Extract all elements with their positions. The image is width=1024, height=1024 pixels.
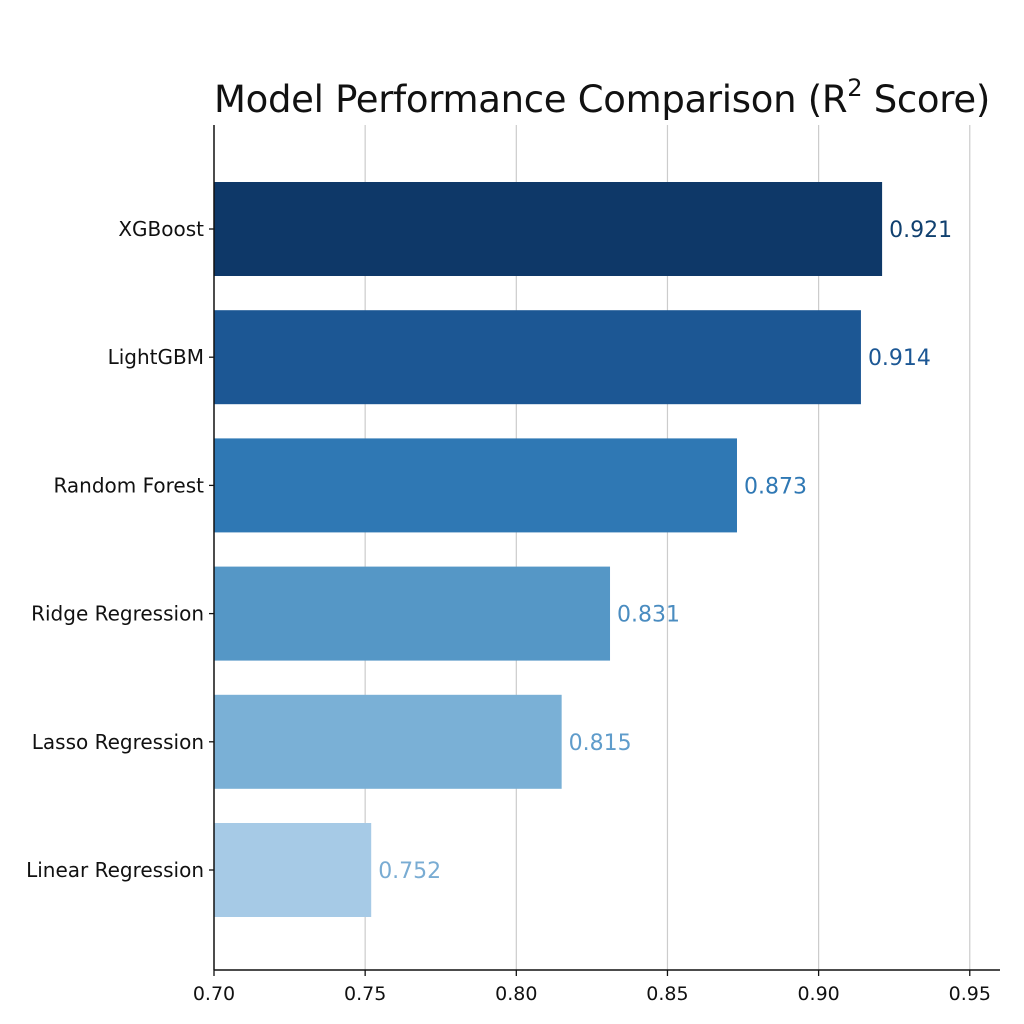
bar-value-label: 0.815 [569, 731, 632, 756]
bar [214, 310, 861, 405]
bar [214, 694, 562, 789]
axes [209, 125, 1000, 976]
x-tick-label: 0.70 [193, 983, 235, 1005]
x-tick-label: 0.75 [344, 983, 386, 1005]
bar-value-label: 0.752 [378, 859, 441, 884]
x-tick-label: 0.85 [646, 983, 688, 1005]
chart-title-text: Model Performance Comparison (R [214, 78, 848, 121]
bar [214, 438, 737, 533]
category-label: Linear Regression [26, 858, 204, 882]
category-label: Lasso Regression [32, 730, 204, 754]
x-tick-label: 0.90 [797, 983, 839, 1005]
category-label: XGBoost [118, 217, 204, 241]
bar-value-label: 0.921 [889, 218, 952, 243]
x-tick-label: 0.80 [495, 983, 537, 1005]
bar [214, 566, 611, 661]
bar [214, 182, 883, 276]
chart-title: Model Performance Comparison (R2 Score) [0, 76, 1024, 122]
chart-title-suffix: Score) [862, 78, 991, 121]
bar-value-label: 0.914 [868, 346, 931, 371]
category-label: Ridge Regression [31, 602, 204, 626]
category-label: Random Forest [53, 473, 204, 497]
chart-title-superscript: 2 [847, 74, 863, 102]
bars [214, 182, 883, 917]
category-label: LightGBM [108, 345, 204, 369]
labels: 0.921 XGBoost 0.914 LightGBM 0.873 Random For… [26, 217, 991, 1005]
x-tick-label: 0.95 [949, 983, 991, 1005]
bar-value-label: 0.831 [617, 603, 680, 628]
bar-value-label: 0.873 [744, 474, 807, 499]
bar [214, 823, 372, 917]
